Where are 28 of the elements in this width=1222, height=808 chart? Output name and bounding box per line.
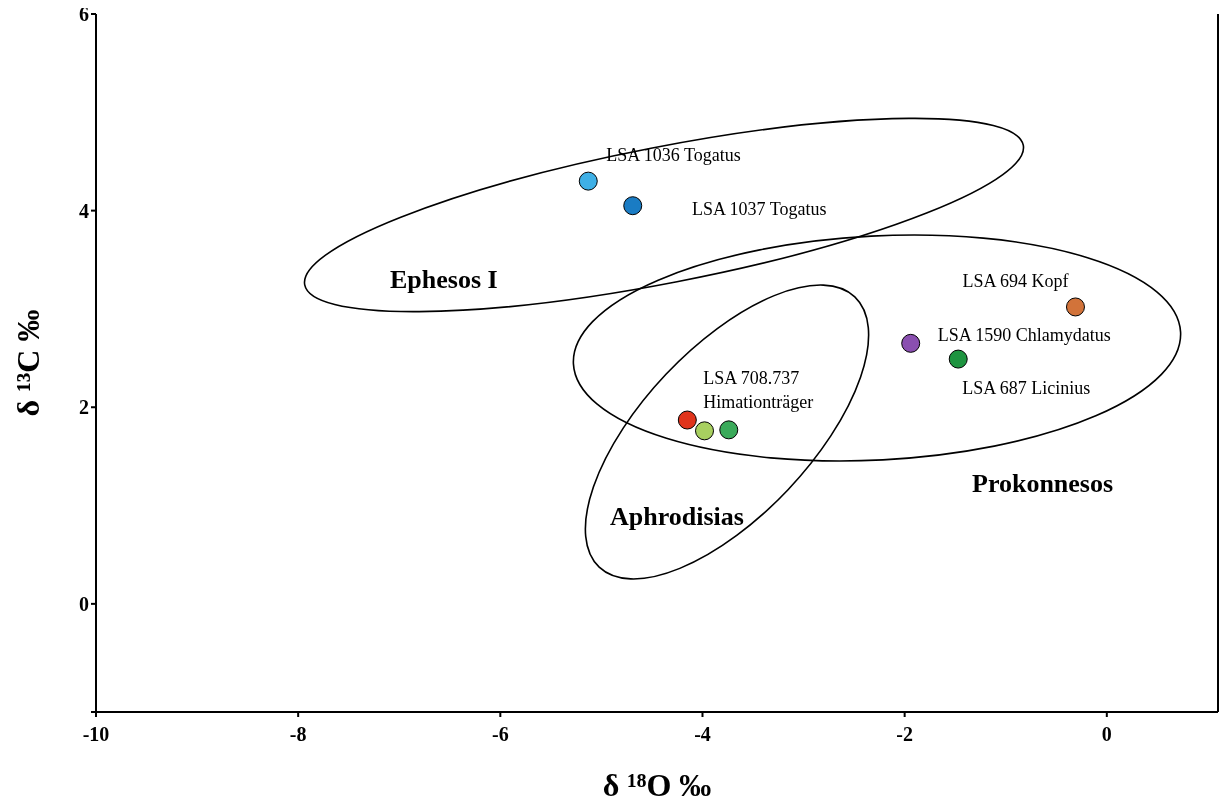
- x-axis-title: δ ¹⁸O ‰: [602, 767, 712, 803]
- annotation: Aphrodisias: [610, 501, 744, 532]
- annotation: LSA 687 Licinius: [962, 378, 1091, 399]
- point: [695, 421, 715, 441]
- annotation: LSA 1590 Chlamydatus: [937, 325, 1111, 346]
- annotation: Ephesos I: [390, 264, 498, 295]
- x-tick-label: -6: [491, 723, 509, 746]
- point: [578, 171, 598, 191]
- annotation: LSA 708.737 Himationträger: [703, 368, 814, 413]
- y-tick-label: 6: [79, 3, 89, 26]
- point: [901, 333, 921, 353]
- annotation: LSA 1037 Togatus: [692, 199, 827, 220]
- point: [677, 410, 697, 430]
- point: [719, 420, 739, 440]
- annotation: LSA 694 Kopf: [962, 271, 1069, 292]
- x-tick-label: 0: [1101, 723, 1112, 746]
- point: [948, 349, 968, 369]
- x-tick-label: -2: [896, 723, 913, 746]
- x-tick-label: -8: [289, 723, 307, 746]
- point: [623, 196, 643, 216]
- point: [1065, 297, 1085, 317]
- y-tick-label: 4: [79, 199, 89, 222]
- y-axis-title: δ ¹³C ‰: [10, 309, 47, 417]
- annotation: Prokonnesos: [972, 468, 1114, 499]
- x-tick-label: -10: [82, 723, 110, 746]
- y-tick-label: 2: [79, 396, 89, 419]
- x-tick-label: -4: [694, 723, 711, 746]
- y-tick-label: 0: [79, 592, 89, 615]
